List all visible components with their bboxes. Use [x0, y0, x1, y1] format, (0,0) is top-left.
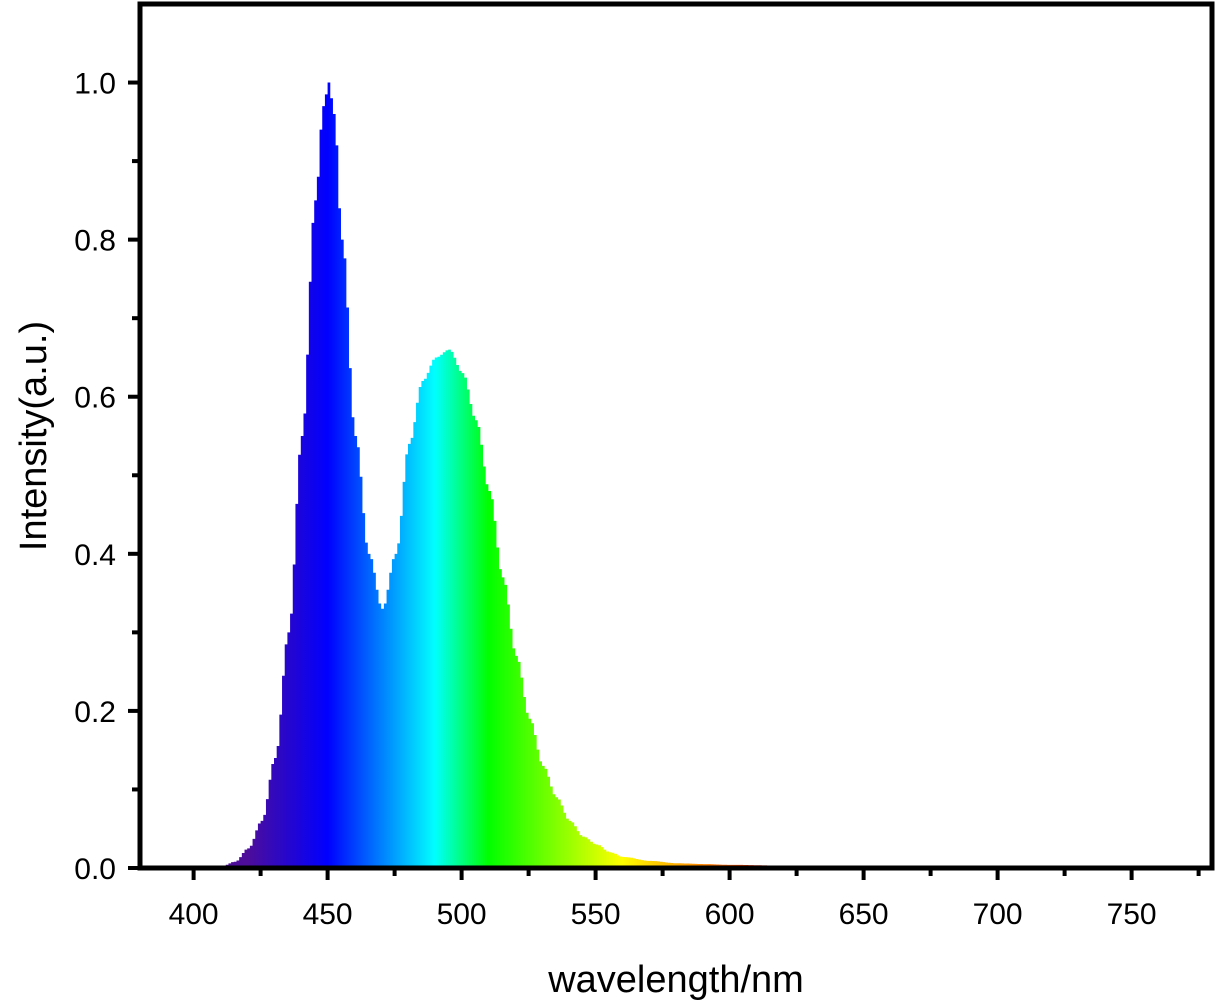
y-tick-label: 0.8	[74, 225, 116, 258]
x-tick-label: 600	[705, 898, 755, 931]
y-tick-label: 0.2	[74, 696, 116, 729]
plot-frame	[137, 1, 1215, 871]
y-tick-label: 0.6	[74, 382, 116, 415]
x-tick-label: 750	[1107, 898, 1157, 931]
y-tick-label: 0.0	[74, 853, 116, 886]
y-tick-label: 1.0	[74, 68, 116, 101]
x-tick-label: 550	[571, 898, 621, 931]
x-tick-label: 700	[973, 898, 1023, 931]
x-tick-label: 650	[839, 898, 889, 931]
x-axis-ticks: 400 450 500 550 600 650 700 750	[169, 868, 1201, 931]
x-tick-label: 500	[437, 898, 487, 931]
x-tick-label: 400	[169, 898, 219, 931]
spectrum-area	[153, 82, 1188, 869]
y-tick-label: 0.4	[74, 539, 116, 572]
y-axis-ticks: 0.0 0.2 0.4 0.6 0.8 1.0	[74, 68, 140, 886]
x-tick-label: 450	[303, 898, 353, 931]
y-axis-title: Intensity(a.u.)	[13, 321, 55, 551]
spectrum-fill	[153, 82, 1188, 869]
x-axis-title: wavelength/nm	[547, 959, 804, 1001]
